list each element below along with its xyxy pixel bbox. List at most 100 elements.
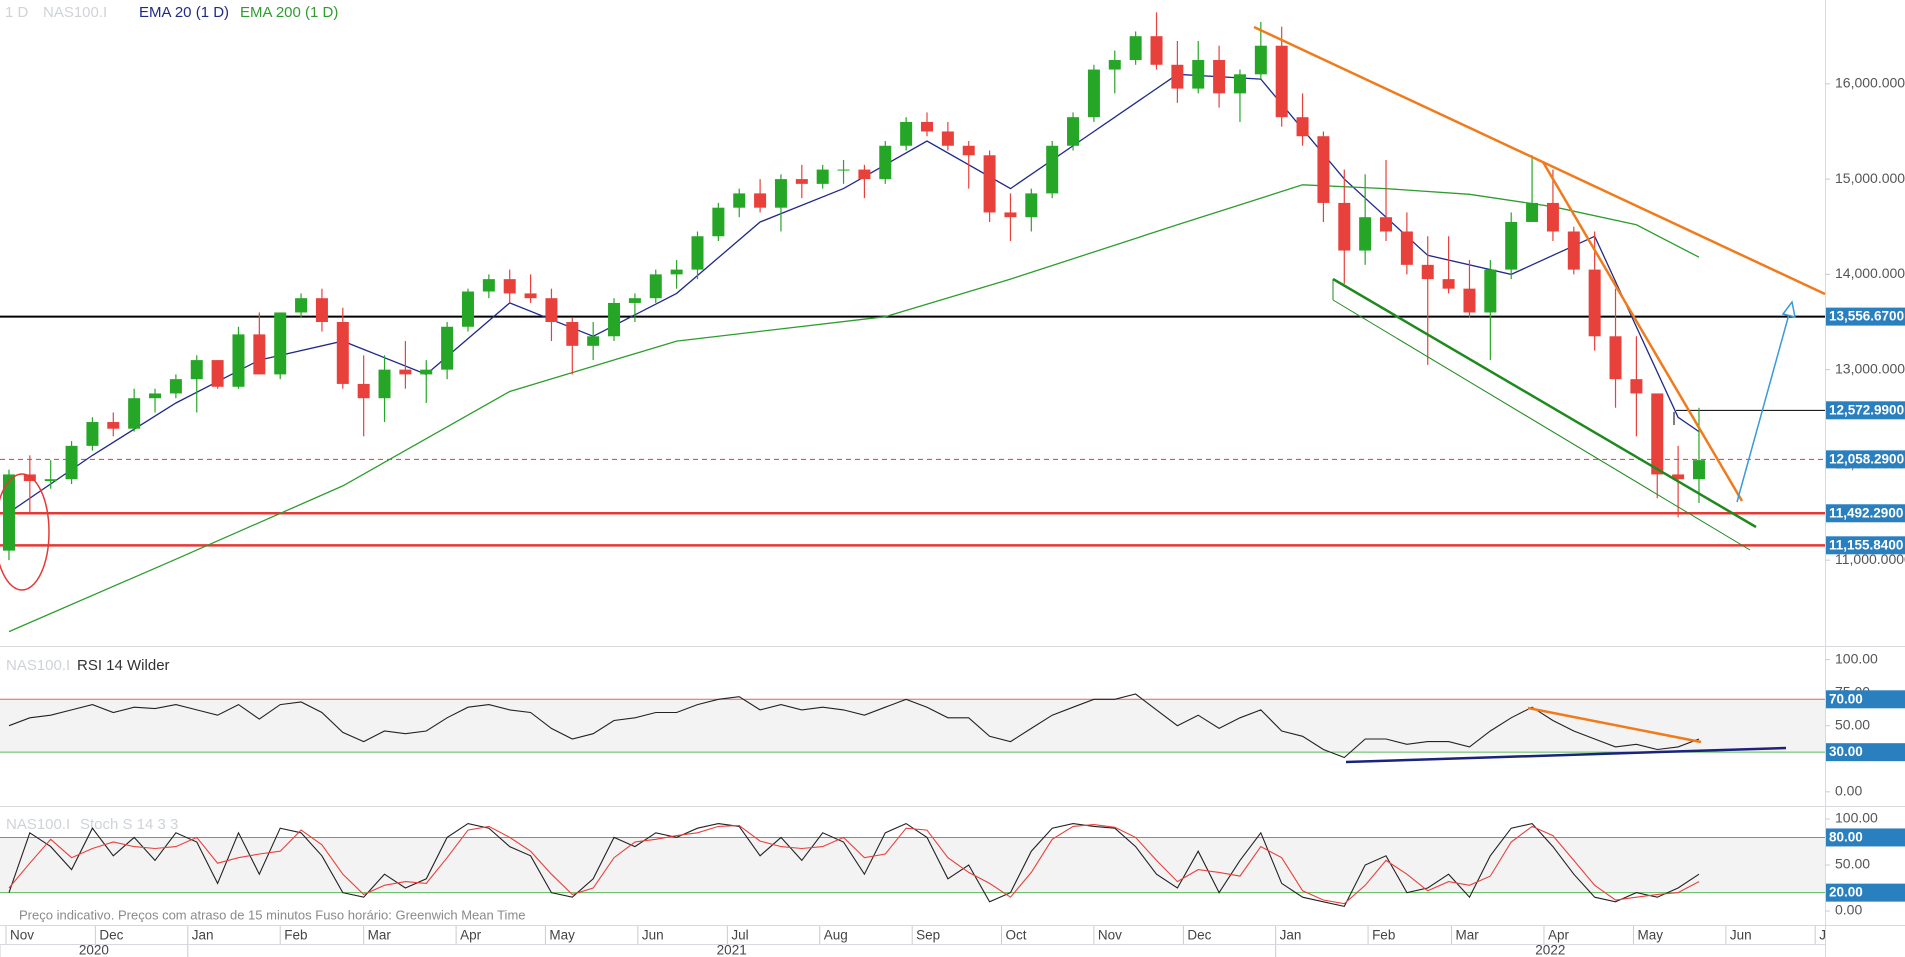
candle-body — [1046, 145, 1059, 194]
candle-body — [1108, 60, 1121, 70]
x-tick-label: Dec — [1187, 928, 1211, 943]
candle-body — [1296, 117, 1309, 137]
x-tick-label: May — [1637, 928, 1663, 943]
candle-body — [691, 236, 704, 270]
candle-body — [420, 369, 433, 375]
candle-body — [774, 179, 787, 208]
candle-body — [1692, 460, 1705, 480]
candle-body — [441, 326, 454, 370]
candle-body — [1192, 60, 1205, 89]
y-tick-label: 0.00 — [1835, 902, 1862, 918]
x-tick-label: Jan — [1280, 928, 1302, 943]
candle-body — [1630, 379, 1643, 394]
symbol: NAS100.I — [43, 4, 107, 21]
y-tick-label: 14,000.0000 — [1835, 265, 1905, 281]
level-label: 30.00 — [1829, 744, 1863, 759]
candle-body — [107, 422, 120, 429]
x-tick-label: Apr — [460, 928, 482, 943]
candle-body — [1317, 136, 1330, 203]
series-line — [8, 693, 1700, 759]
rsi-title: RSI 14 Wilder — [77, 657, 170, 674]
stoch-title: Stoch S 14 3 3 — [80, 816, 178, 833]
x-tick-label: Jul — [731, 928, 748, 943]
rsi-trendline — [1345, 746, 1787, 764]
x-tick-label: Jun — [1730, 928, 1752, 943]
candle-body — [1171, 64, 1184, 89]
candle-body — [1254, 45, 1267, 75]
candle-body — [858, 169, 871, 180]
candle-body — [23, 474, 36, 482]
candle-body — [295, 298, 308, 313]
candle-body — [1213, 60, 1226, 94]
candle-body — [1004, 212, 1017, 218]
candle-body — [357, 383, 370, 399]
x-tick-label: Oct — [1005, 928, 1026, 943]
candle-body — [378, 369, 391, 399]
series-line — [8, 824, 1700, 905]
candle-body — [566, 322, 579, 346]
candle-body — [2, 474, 15, 551]
candle-body — [1380, 217, 1393, 232]
stoch-symbol: NAS100.I — [6, 816, 70, 833]
candle-body — [1546, 202, 1559, 232]
level-label-box — [1826, 536, 1905, 555]
y-tick-label: 100.00 — [1835, 650, 1878, 666]
y-tick-label: 100.00 — [1835, 810, 1878, 826]
channel-line — [1332, 277, 1757, 529]
candle-body — [1609, 336, 1622, 380]
level-label-box — [1826, 307, 1905, 326]
year-label: 2021 — [717, 943, 747, 957]
candle-body — [211, 360, 224, 387]
candle-body — [921, 121, 934, 132]
candle-body — [1567, 231, 1580, 270]
y-tick-label: 11,000.0000 — [1835, 551, 1905, 567]
series-line — [8, 822, 1700, 908]
candle-body — [1588, 269, 1601, 337]
candle-body — [1025, 193, 1038, 218]
rsi-symbol: NAS100.I — [6, 657, 70, 674]
x-tick-label: Feb — [284, 928, 307, 943]
candle-body — [1359, 217, 1372, 251]
y-tick-label: 50.00 — [1835, 716, 1870, 732]
candle-body — [628, 298, 641, 303]
level-label: 20.00 — [1829, 885, 1863, 900]
level-band — [0, 837, 1825, 893]
candle-body — [1150, 36, 1163, 65]
x-tick-label: Sep — [916, 928, 940, 943]
footnote: Preço indicativo. Preços com atraso de 1… — [19, 907, 526, 922]
candle-body — [274, 312, 287, 375]
candle-body — [587, 336, 600, 346]
x-tick-label: Nov — [10, 928, 34, 943]
x-tick-label: May — [549, 928, 575, 943]
y-tick-label: 15,000.0000 — [1835, 170, 1905, 186]
candle-body — [253, 334, 266, 375]
year-label: 2022 — [1535, 943, 1565, 957]
level-label-box — [1826, 401, 1905, 420]
projection-arrow — [1736, 306, 1792, 503]
candle-body — [1651, 393, 1664, 475]
candle-body — [1087, 69, 1100, 118]
x-tick-label: Mar — [1456, 928, 1480, 943]
level-label-box — [1826, 504, 1905, 523]
candle-body — [399, 369, 412, 375]
candle-body — [482, 279, 495, 292]
candle-body — [1338, 202, 1351, 251]
candle-body — [336, 322, 349, 384]
level-label-box — [1826, 828, 1905, 847]
series-line — [8, 184, 1700, 633]
candle-body — [86, 422, 99, 446]
candle-body — [65, 445, 78, 480]
level-label: 12,058.2900 — [1829, 451, 1904, 466]
x-tick-label: Aug — [824, 928, 848, 943]
y-tick-label: 13,000.0000 — [1835, 360, 1905, 376]
candle-body — [712, 207, 725, 237]
candle-body — [795, 179, 808, 184]
candle-body — [1400, 231, 1413, 265]
x-tick-label: Nov — [1098, 928, 1122, 943]
level-label-box — [1826, 450, 1905, 469]
candle-body — [44, 479, 57, 482]
highlight-ellipse — [0, 473, 50, 591]
x-tick-label: Jun — [642, 928, 664, 943]
